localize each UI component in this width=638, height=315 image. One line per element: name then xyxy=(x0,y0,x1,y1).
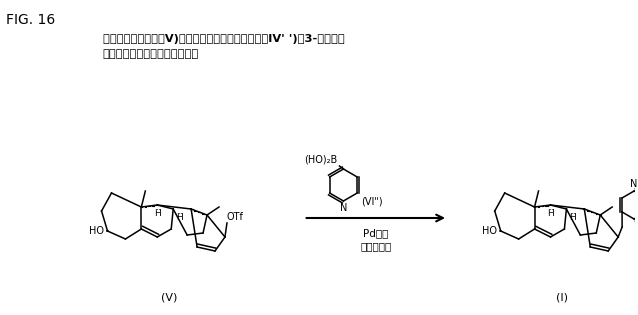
Text: ボロン酸との鈴木カップリング: ボロン酸との鈴木カップリング xyxy=(103,49,199,59)
Text: N: N xyxy=(630,179,638,189)
Text: Ḧ: Ḧ xyxy=(176,213,182,222)
Text: (V): (V) xyxy=(161,292,177,302)
Text: OTf: OTf xyxy=(227,212,244,222)
Text: 塩基、溶媒: 塩基、溶媒 xyxy=(360,241,391,251)
Text: FIG. 16: FIG. 16 xyxy=(6,13,56,27)
Text: HO: HO xyxy=(89,226,103,236)
Text: Ḧ: Ḧ xyxy=(569,213,575,222)
Text: N: N xyxy=(340,203,347,213)
Text: HO: HO xyxy=(482,226,497,236)
Text: Ḧ: Ḧ xyxy=(154,209,161,218)
Text: (VI"): (VI") xyxy=(361,197,383,207)
Text: スキーム１２：式（V)のビニルトリフレートの式（IV' ')の3-ピリジル: スキーム１２：式（V)のビニルトリフレートの式（IV' ')の3-ピリジル xyxy=(103,34,345,44)
Text: (I): (I) xyxy=(556,292,568,302)
Text: Pd触媒: Pd触媒 xyxy=(363,228,389,238)
Text: Ḧ: Ḧ xyxy=(547,209,554,218)
Text: (HO)₂B: (HO)₂B xyxy=(304,155,338,165)
